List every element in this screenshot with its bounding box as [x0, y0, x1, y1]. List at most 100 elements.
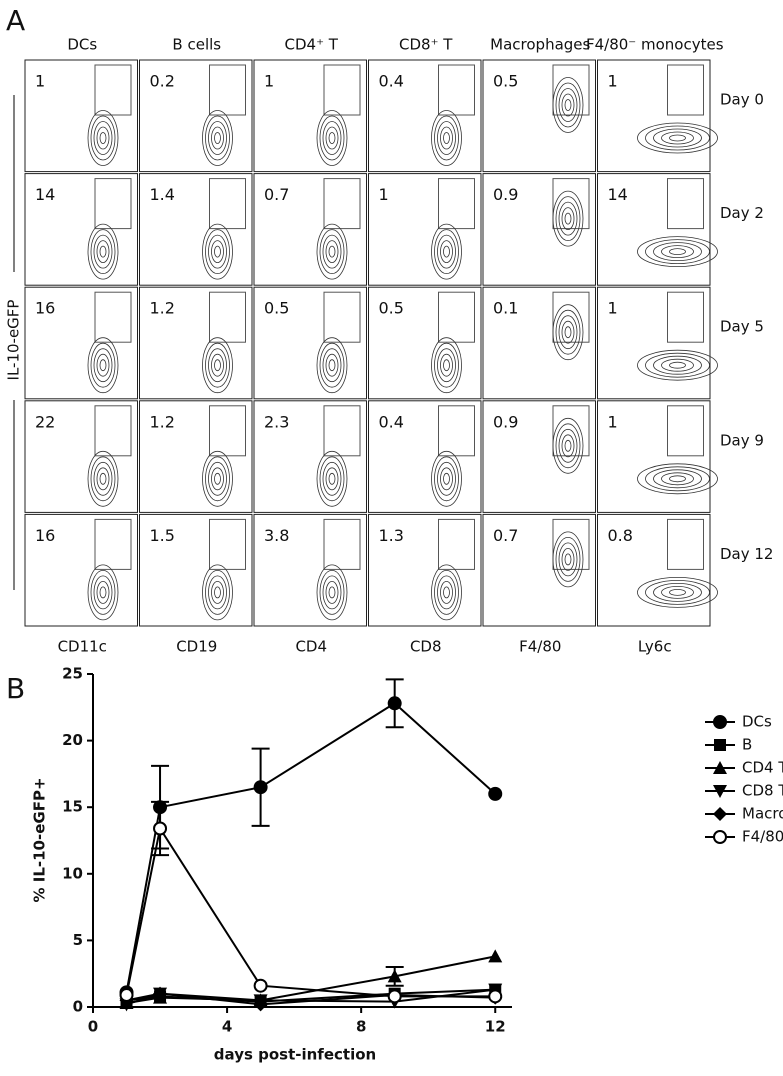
contour	[645, 352, 710, 378]
contour	[561, 93, 575, 117]
gate	[94, 178, 132, 230]
plot-frame	[139, 286, 253, 400]
contour	[558, 542, 578, 577]
marker	[153, 821, 168, 836]
plot-frame	[368, 400, 482, 513]
contour	[319, 229, 345, 275]
contour	[202, 223, 233, 280]
contour	[555, 196, 581, 242]
contour	[205, 229, 230, 275]
gate	[667, 178, 704, 230]
contour	[440, 581, 453, 604]
marker	[253, 978, 268, 993]
contour	[558, 201, 578, 236]
plot-frame	[597, 59, 711, 173]
contour	[208, 461, 227, 496]
legend-marker	[713, 807, 727, 821]
plot-frame	[24, 513, 138, 627]
contour	[211, 581, 224, 604]
contour	[661, 131, 694, 145]
contour	[440, 126, 453, 150]
contour	[205, 342, 230, 388]
contour	[437, 121, 456, 155]
contour	[653, 583, 702, 602]
contour	[316, 564, 348, 621]
contour	[653, 242, 702, 262]
gate-value: 3.8	[264, 526, 289, 545]
contour	[558, 428, 578, 463]
gate	[209, 178, 246, 230]
contour	[653, 128, 702, 148]
gate	[94, 291, 132, 343]
plot-frame	[253, 286, 367, 400]
marker	[153, 986, 168, 1001]
gate	[209, 405, 246, 457]
contour	[96, 353, 110, 377]
plot-frame	[482, 59, 596, 173]
contour	[661, 245, 694, 259]
plot-frame	[139, 173, 253, 286]
gate	[438, 291, 475, 343]
contour	[87, 223, 119, 280]
contour	[555, 82, 581, 128]
contour	[99, 245, 107, 258]
plot-frame	[24, 173, 138, 286]
contour	[211, 240, 224, 264]
plot-frame	[368, 173, 482, 286]
contour	[208, 575, 227, 610]
contour	[90, 456, 116, 502]
plot-frame	[253, 59, 367, 173]
contour	[637, 236, 718, 268]
contour	[564, 326, 572, 339]
gate	[94, 405, 132, 457]
plot-frame	[597, 513, 711, 627]
plot-frame	[24, 286, 138, 400]
contour	[90, 570, 116, 615]
gate-value: 0.9	[493, 412, 518, 431]
contour	[202, 337, 233, 394]
plot-frame	[482, 173, 596, 286]
panel-label: B	[6, 672, 25, 705]
gate-value: 16	[35, 299, 55, 318]
contour	[325, 353, 339, 377]
plot-frame	[482, 513, 596, 627]
contour	[87, 450, 119, 507]
legend-label: F4/80⁻monocytes	[742, 828, 783, 846]
contour	[316, 337, 348, 394]
x-tick-label: 12	[485, 1018, 506, 1036]
row-label: Day 9	[720, 431, 764, 449]
legend-label: DCs	[742, 713, 772, 731]
legend-label: Macrophages	[742, 805, 783, 823]
y-tick-label: 10	[62, 864, 83, 882]
gate	[209, 518, 246, 570]
gate-value: 1.2	[150, 299, 175, 318]
x-axis-label: F4/80	[519, 638, 561, 656]
row-label: Day 0	[720, 91, 764, 109]
contour	[328, 472, 336, 485]
contour	[214, 586, 221, 599]
gate-value: 0.1	[493, 299, 518, 318]
column-header: CD8⁺ T	[399, 36, 453, 54]
contour	[443, 359, 450, 372]
contour	[87, 337, 119, 394]
contour	[437, 348, 456, 383]
gate-value: 0.5	[264, 299, 289, 318]
plot-frame	[368, 513, 482, 627]
marker	[488, 786, 503, 801]
contour	[661, 472, 694, 486]
contour	[431, 450, 462, 507]
gate-value: 0.2	[150, 72, 175, 91]
contour	[637, 122, 718, 154]
plot-frame	[368, 59, 482, 173]
gate	[323, 178, 361, 230]
x-tick-label: 0	[88, 1018, 98, 1036]
contour	[561, 548, 575, 571]
contour	[96, 467, 110, 491]
contour	[87, 110, 119, 166]
contour	[669, 361, 686, 369]
gate-value: 1	[608, 299, 618, 318]
contour	[440, 467, 453, 491]
contour	[322, 234, 342, 269]
plot-frame	[24, 400, 138, 513]
contour	[561, 320, 575, 344]
